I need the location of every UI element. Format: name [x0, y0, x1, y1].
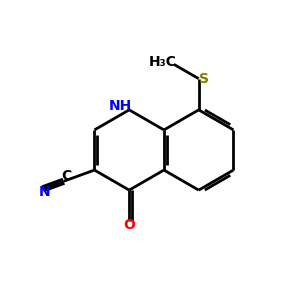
Text: S: S: [199, 72, 209, 86]
Text: C: C: [61, 169, 71, 183]
Text: H₃C: H₃C: [149, 55, 177, 69]
Text: O: O: [123, 218, 135, 232]
Text: N: N: [38, 185, 50, 199]
Text: NH: NH: [109, 99, 133, 113]
